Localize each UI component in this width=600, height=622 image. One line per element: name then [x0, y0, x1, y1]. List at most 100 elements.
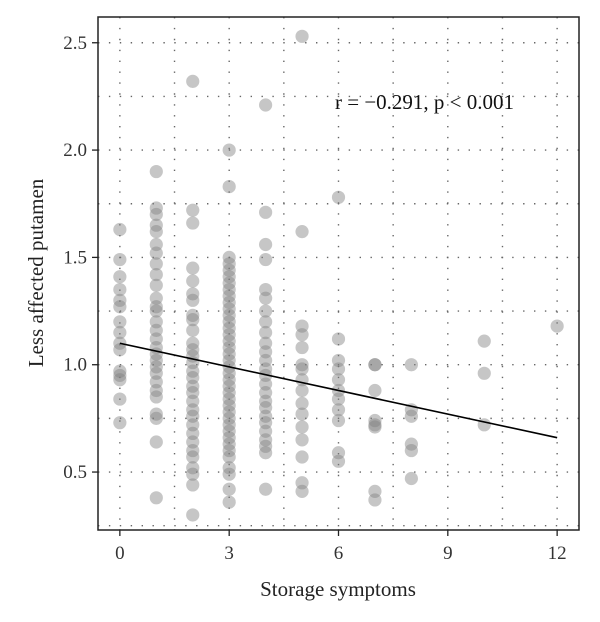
data-point [259, 336, 273, 350]
data-point [368, 493, 382, 507]
x-tick-label: 3 [224, 543, 234, 564]
data-point [295, 420, 309, 434]
data-point [149, 366, 163, 380]
data-point [222, 373, 236, 387]
data-point [222, 340, 236, 355]
data-point [259, 377, 273, 391]
data-point [331, 446, 346, 460]
data-point [259, 283, 273, 297]
data-point [222, 431, 236, 445]
data-point [186, 418, 200, 432]
data-point [222, 461, 236, 475]
data-point [259, 482, 273, 496]
data-point [295, 396, 309, 410]
data-point [186, 343, 200, 357]
data-point [368, 484, 382, 498]
data-point [149, 360, 163, 374]
data-point [113, 283, 127, 297]
data-point [149, 411, 163, 425]
data-point [149, 304, 163, 318]
data-point [149, 315, 163, 329]
data-point [550, 319, 564, 333]
regression-line-group [119, 342, 558, 439]
data-point [113, 416, 127, 430]
data-point [113, 315, 127, 329]
data-point [149, 291, 163, 305]
data-point [149, 207, 163, 222]
data-point [149, 323, 163, 337]
x-tick-label: 6 [334, 543, 344, 564]
data-point [113, 373, 127, 387]
data-point [149, 390, 163, 404]
data-point [113, 325, 127, 340]
y-tick-label: 2.5 [63, 33, 87, 54]
data-point [222, 405, 236, 419]
data-point [259, 416, 273, 430]
regression-line [119, 342, 558, 439]
data-point [222, 289, 236, 303]
data-point [222, 495, 236, 509]
data-point [186, 203, 200, 217]
data-point [186, 287, 200, 301]
data-point [295, 29, 309, 43]
data-point [404, 443, 418, 458]
data-point [222, 450, 236, 464]
data-point [113, 392, 127, 406]
data-point [222, 328, 236, 342]
data-point [186, 426, 200, 441]
data-point [222, 482, 236, 496]
data-point [259, 446, 273, 460]
data-point [222, 295, 236, 310]
data-point [113, 343, 127, 357]
data-point [331, 392, 346, 406]
data-point [222, 437, 236, 451]
y-tick-label: 1.5 [63, 247, 87, 268]
data-point [259, 409, 273, 423]
correlation-annotation: r = −0.291, p < 0.001 [335, 90, 514, 114]
data-point [222, 366, 236, 380]
data-point [222, 315, 236, 329]
data-point [222, 398, 236, 413]
data-point [149, 201, 163, 215]
data-point [259, 252, 273, 267]
data-point [149, 246, 163, 260]
data-point [295, 383, 309, 398]
data-point [222, 308, 236, 322]
data-point [186, 274, 200, 288]
x-axis-title: Storage symptoms [260, 577, 416, 601]
data-point [149, 257, 163, 271]
data-point [368, 420, 382, 434]
data-point [222, 143, 236, 157]
data-point [331, 403, 346, 417]
data-point [295, 328, 309, 342]
data-point [186, 508, 200, 522]
data-point [149, 225, 163, 239]
data-point [186, 435, 200, 449]
data-point [113, 364, 127, 378]
data-point [222, 179, 236, 194]
data-point [222, 257, 236, 271]
data-point [368, 358, 382, 372]
data-point [368, 383, 382, 398]
data-point [149, 278, 163, 292]
data-point [222, 411, 236, 425]
data-point [295, 484, 309, 498]
data-point [295, 358, 309, 372]
data-point [149, 267, 163, 282]
data-point [113, 368, 127, 383]
data-point [222, 334, 236, 348]
data-point [186, 293, 200, 307]
data-point [186, 450, 200, 464]
data-point [331, 373, 346, 387]
data-point [259, 98, 273, 112]
data-point [113, 293, 127, 307]
data-point [404, 358, 418, 372]
data-point [222, 347, 236, 361]
data-point [222, 276, 236, 290]
data-point [186, 467, 200, 481]
data-point [186, 216, 200, 230]
data-point [222, 302, 236, 316]
data-point [113, 336, 127, 350]
data-point [259, 345, 273, 359]
